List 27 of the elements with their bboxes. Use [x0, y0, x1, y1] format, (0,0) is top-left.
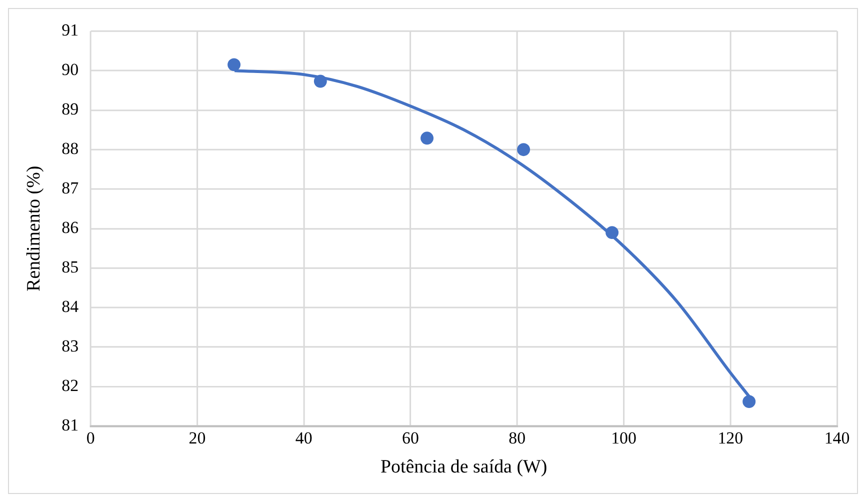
y-tick-label: 90: [62, 60, 79, 80]
x-tick-label: 140: [824, 428, 850, 448]
point: [314, 74, 327, 88]
y-tick-label: 84: [62, 297, 80, 316]
point: [420, 132, 434, 145]
point: [517, 143, 530, 156]
point: [606, 226, 619, 240]
x-tick-label: 80: [508, 428, 526, 448]
x-axis-title: Potência de saída (W): [380, 456, 548, 478]
y-tick-label: 88: [62, 139, 79, 158]
y-axis-title: Rendimento (%): [23, 166, 44, 292]
x-tick-label: 20: [188, 428, 206, 448]
y-tick-label: 81: [62, 416, 79, 435]
x-tick-label: 120: [718, 428, 744, 448]
x-tick-label: 0: [86, 428, 95, 448]
y-tick-label: 85: [62, 258, 79, 277]
y-tick-label: 82: [62, 376, 79, 396]
y-tick-label: 86: [62, 218, 79, 238]
y-tick-label: 91: [62, 20, 79, 40]
x-tick-label: 40: [295, 428, 312, 448]
y-tick-label: 83: [62, 336, 79, 356]
point: [228, 58, 241, 72]
x-tick-label: 100: [611, 428, 636, 448]
y-tick-label: 87: [62, 178, 79, 198]
x-tick-label: 60: [402, 428, 419, 448]
y-tick-label: 89: [62, 100, 79, 119]
point: [742, 395, 756, 408]
